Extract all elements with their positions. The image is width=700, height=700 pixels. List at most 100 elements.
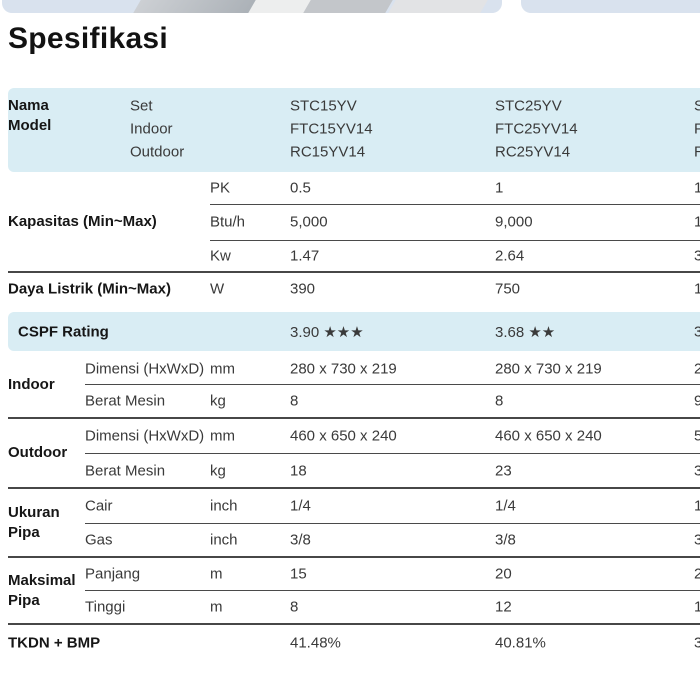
cell-unit: kg xyxy=(210,462,226,479)
row-kapasitas-kw: Kw 1.47 2.64 3 xyxy=(0,241,700,270)
cell-value-2: 2.64 xyxy=(495,247,525,264)
row-pipa-cair: Cair inch 1/4 1/4 1 xyxy=(0,489,700,523)
cell-value-3: 2 xyxy=(694,360,700,377)
cell-attribute: Tinggi xyxy=(85,598,126,616)
model-outdoor-col2: RC25YV14 xyxy=(495,143,571,160)
cell-value-3: 2 xyxy=(694,565,700,583)
cell-value-1: 41.48% xyxy=(290,634,341,652)
cell-attribute: Gas xyxy=(85,531,113,549)
cspf-value-1: 3.90 ★★★ xyxy=(290,323,364,341)
divider xyxy=(210,204,700,205)
cell-unit: Kw xyxy=(210,247,231,264)
divider xyxy=(85,523,700,524)
cell-value-3: 3 xyxy=(694,462,700,479)
cell-unit: W xyxy=(210,280,225,298)
model-indoor-col1: FTC15YV14 xyxy=(290,120,373,137)
cell-unit: inch xyxy=(210,531,238,549)
cell-value-3: 1 xyxy=(694,280,700,298)
divider xyxy=(210,240,700,241)
row-model-indoor: Indoor FTC15YV14 FTC25YV14 F xyxy=(0,117,700,140)
cell-attribute: Dimensi (HxWxD) xyxy=(85,427,205,445)
cell-unit: PK xyxy=(210,179,231,197)
cell-attribute: Berat Mesin xyxy=(85,392,166,410)
cell-attribute: Panjang xyxy=(85,565,141,583)
model-indoor-col3: F xyxy=(694,120,700,137)
row-tkdn-bmp: TKDN + BMP 41.48% 40.81% 3 xyxy=(0,625,700,661)
cell-value-1: 0.5 xyxy=(290,179,311,197)
section-divider xyxy=(8,487,700,489)
group-label-maksimal-pipa: Maksimal Pipa xyxy=(8,571,76,609)
model-outdoor-col1: RC15YV14 xyxy=(290,143,366,160)
cell-value-1: 3/8 xyxy=(290,531,311,549)
cell-unit: m xyxy=(210,565,223,583)
cell-value-2: 460 x 650 x 240 xyxy=(495,427,602,445)
cell-unit: mm xyxy=(210,427,235,445)
row-kapasitas-btuh: Btu/h 5,000 9,000 1 xyxy=(0,205,700,239)
cell-value-2: 9,000 xyxy=(495,213,533,231)
adjacent-card-bottom xyxy=(521,0,700,13)
row-outdoor-dimensi: Dimensi (HxWxD) mm 460 x 650 x 240 460 x… xyxy=(0,419,700,453)
row-pipa-panjang: Panjang m 15 20 2 xyxy=(0,558,700,590)
cell-value-2: 280 x 730 x 219 xyxy=(495,360,602,377)
model-outdoor-col3: R xyxy=(694,143,700,160)
cell-value-2: 1/4 xyxy=(495,497,516,515)
group-label-nama-model: Nama Model xyxy=(8,97,52,134)
cspf-value-2: 3.68 ★★ xyxy=(495,323,556,341)
model-row-label: Set xyxy=(130,97,153,114)
cell-value-3: 3 xyxy=(694,247,700,264)
divider xyxy=(85,590,700,591)
row-outdoor-berat: Berat Mesin kg 18 23 3 xyxy=(0,454,700,487)
cell-value-1: 8 xyxy=(290,392,299,410)
group-label-tkdn: TKDN + BMP xyxy=(8,634,101,652)
model-row-label: Outdoor xyxy=(130,143,185,160)
cell-value-1: 15 xyxy=(290,565,307,583)
model-set-col3: S xyxy=(694,97,700,114)
cell-value-2: 40.81% xyxy=(495,634,546,652)
group-label-ukuran-pipa: Ukuran Pipa xyxy=(8,503,60,541)
cell-value-3: 3 xyxy=(694,531,700,549)
cell-value-1: 390 xyxy=(290,280,316,298)
section-divider xyxy=(8,417,700,419)
cell-attribute: Cair xyxy=(85,497,113,515)
cell-value-1: 280 x 730 x 219 xyxy=(290,360,397,377)
product-photo-fragment xyxy=(388,0,488,13)
row-pipa-gas: Gas inch 3/8 3/8 3 xyxy=(0,524,700,556)
cell-value-3: 1 xyxy=(694,598,700,616)
cell-value-2: 1 xyxy=(495,179,504,197)
cell-value-2: 12 xyxy=(495,598,512,616)
cell-value-3: 1 xyxy=(694,497,700,515)
cell-value-3: 3 xyxy=(694,634,700,652)
model-header-band xyxy=(8,88,700,172)
cell-value-2: 8 xyxy=(495,392,504,410)
cell-value-2: 23 xyxy=(495,462,512,479)
cell-value-3: 9 xyxy=(694,392,700,410)
row-cspf-rating: CSPF Rating 3.90 ★★★ 3.68 ★★ 3 xyxy=(0,312,700,351)
row-model-outdoor: Outdoor RC15YV14 RC25YV14 R xyxy=(0,140,700,163)
cell-value-1: 8 xyxy=(290,598,299,616)
cell-unit: inch xyxy=(210,497,238,515)
cell-value-2: 20 xyxy=(495,565,512,583)
cell-value-3: 1 xyxy=(694,179,700,197)
model-set-col1: STC15YV xyxy=(290,97,357,114)
row-model-set: Set STC15YV STC25YV S xyxy=(0,94,700,117)
cell-value-1: 1/4 xyxy=(290,497,311,515)
cspf-band xyxy=(8,312,700,351)
cell-unit: kg xyxy=(210,392,226,410)
group-label-kapasitas: Kapasitas (Min~Max) xyxy=(8,212,157,230)
model-row-label: Indoor xyxy=(130,120,173,137)
cell-unit: m xyxy=(210,598,223,616)
model-set-col2: STC25YV xyxy=(495,97,562,114)
group-label-daya-listrik: Daya Listrik (Min~Max) xyxy=(8,280,171,298)
group-label-cspf: CSPF Rating xyxy=(18,323,109,340)
group-label-outdoor: Outdoor xyxy=(8,444,68,461)
cell-attribute: Dimensi (HxWxD) xyxy=(85,360,205,377)
cell-attribute: Berat Mesin xyxy=(85,462,166,479)
cell-unit: Btu/h xyxy=(210,213,246,231)
cell-value-2: 750 xyxy=(495,280,521,298)
divider xyxy=(85,453,700,454)
page-title: Spesifikasi xyxy=(8,22,169,55)
divider xyxy=(85,384,700,385)
cell-value-1: 18 xyxy=(290,462,307,479)
section-divider xyxy=(8,271,700,273)
product-photo-fragment xyxy=(133,0,261,13)
